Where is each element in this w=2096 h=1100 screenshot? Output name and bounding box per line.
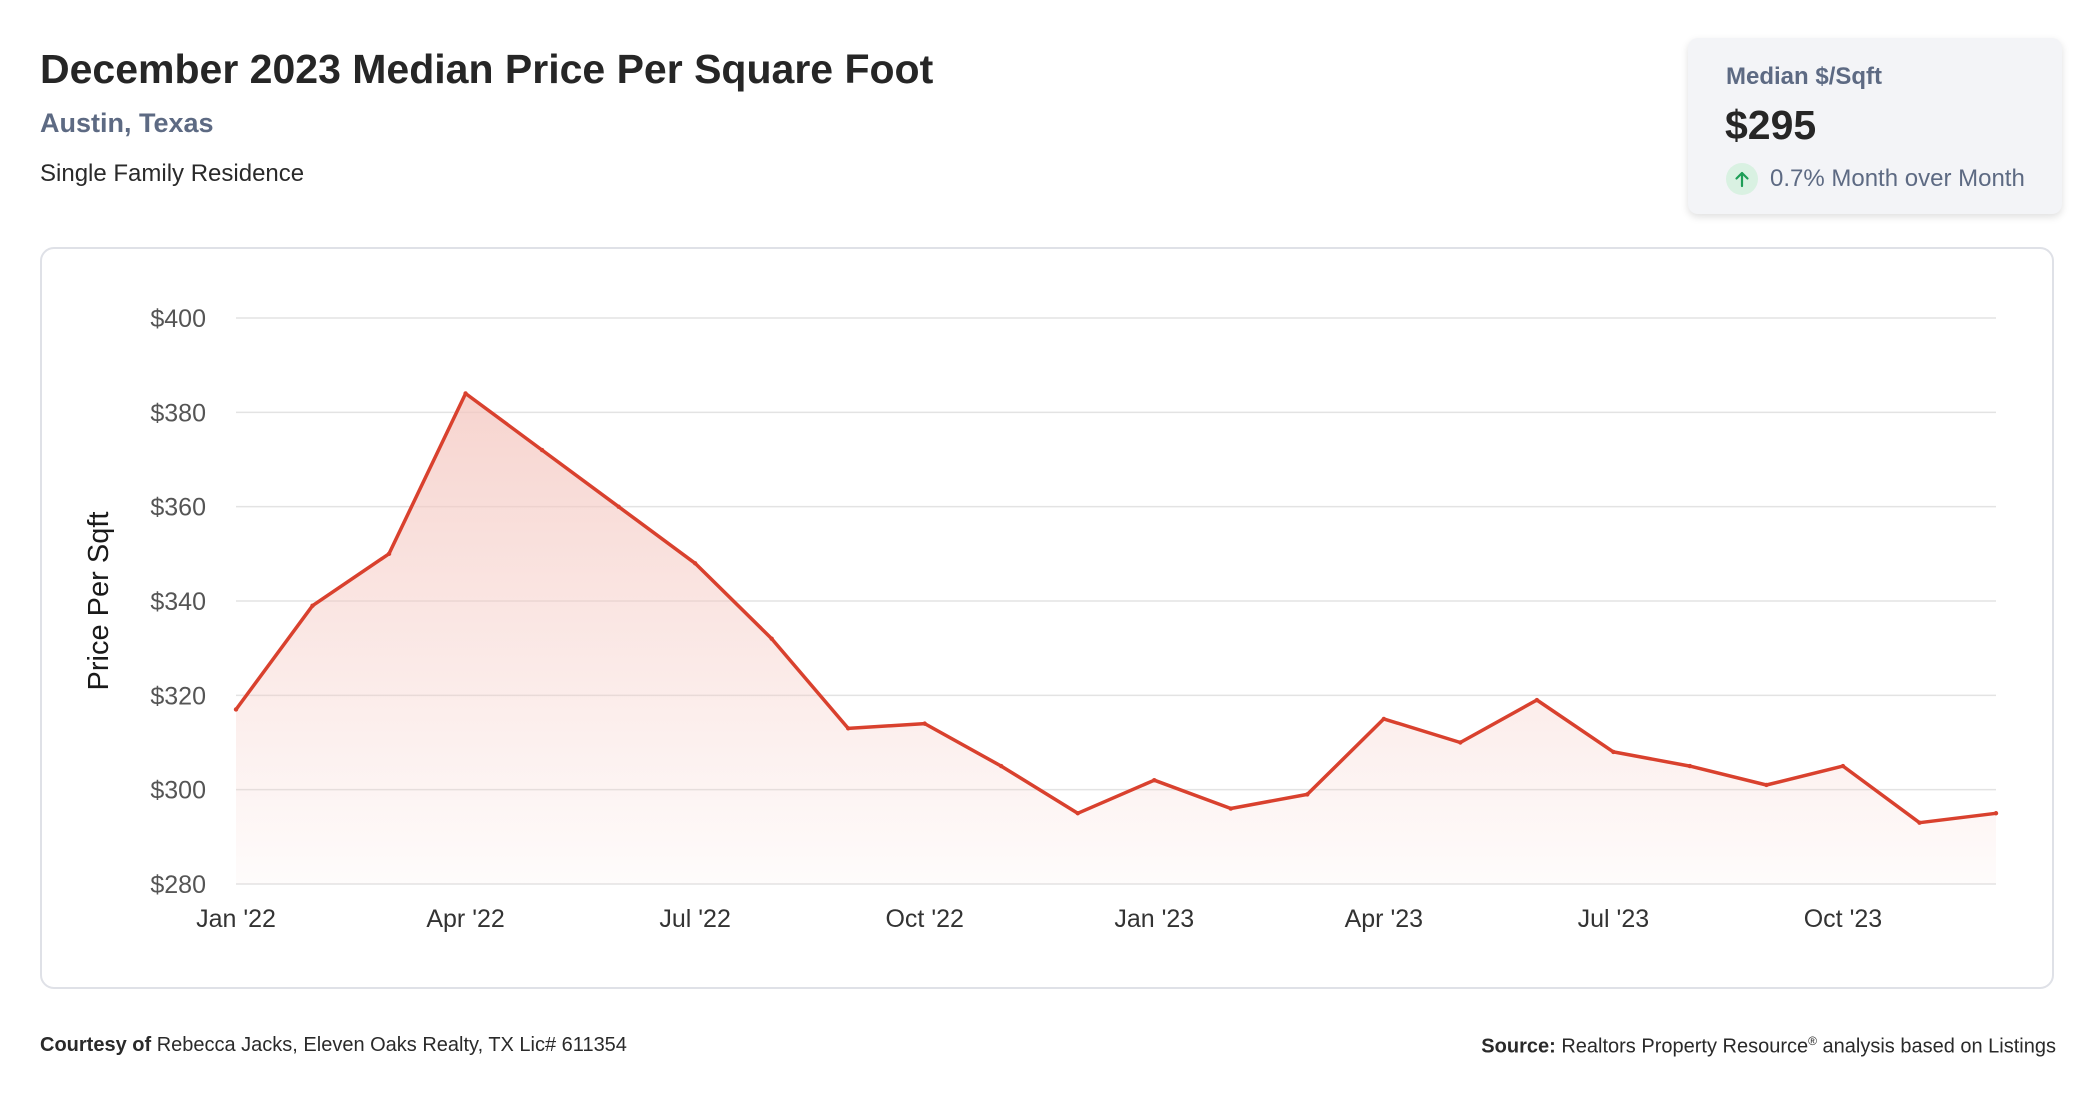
stat-change: 0.7% Month over Month <box>1726 162 2025 196</box>
source-footer: Source: Realtors Property Resource® anal… <box>1481 1034 2056 1059</box>
data-point <box>616 504 621 509</box>
median-stat-card: Median $/Sqft $295 0.7% Month over Month <box>1688 38 2062 214</box>
area-fill <box>236 393 1996 884</box>
source-suffix: analysis based on Listings <box>1822 1035 2056 1058</box>
data-point <box>1228 806 1233 811</box>
stat-label: Median $/Sqft <box>1726 63 1883 90</box>
data-point <box>310 603 315 608</box>
x-tick-label: Jan '23 <box>1114 905 1194 933</box>
y-tick-label: $380 <box>150 399 206 427</box>
y-tick-label: $360 <box>150 494 206 522</box>
courtesy-text: Rebecca Jacks, Eleven Oaks Realty, TX Li… <box>156 1034 627 1056</box>
x-tick-label: Oct '22 <box>885 905 963 933</box>
x-tick-label: Oct '23 <box>1804 905 1882 933</box>
data-point <box>769 636 774 641</box>
courtesy-label: Courtesy of <box>40 1034 152 1056</box>
x-tick-label: Jul '23 <box>1578 905 1649 933</box>
data-point <box>463 391 468 396</box>
data-point <box>999 763 1004 769</box>
source-label: Source: <box>1481 1035 1556 1058</box>
series-line <box>234 391 1998 825</box>
data-point <box>539 447 545 453</box>
data-point <box>1381 716 1387 722</box>
source-text: Realtors Property Resource <box>1561 1035 1809 1058</box>
x-tick-label: Apr '22 <box>426 905 504 933</box>
property-type-label: Single Family Residence <box>40 160 305 187</box>
data-point <box>233 707 239 712</box>
data-point <box>1764 782 1769 788</box>
data-point <box>845 726 851 731</box>
y-tick-label: $400 <box>150 305 206 333</box>
x-tick-label: Jul '22 <box>659 905 730 933</box>
y-tick-label: $320 <box>150 682 206 710</box>
data-point <box>1458 740 1463 745</box>
data-point <box>1611 749 1616 755</box>
x-tick-label: Jan '22 <box>196 905 276 933</box>
data-point <box>1152 778 1157 783</box>
data-point <box>1840 763 1846 769</box>
y-tick-label: $340 <box>150 588 206 616</box>
data-point <box>1917 820 1922 825</box>
source-registered-mark: ® <box>1808 1034 1817 1048</box>
data-point <box>1534 697 1540 703</box>
y-axis-label: Price Per Sqft <box>83 512 115 691</box>
x-tick-label: Apr '23 <box>1345 905 1423 933</box>
location-subtitle: Austin, Texas <box>40 108 214 138</box>
data-point <box>1993 811 1999 816</box>
stat-change-text: 0.7% Month over Month <box>1770 165 2025 192</box>
stat-value: $295 <box>1725 102 1817 148</box>
courtesy-footer: Courtesy of Rebecca Jacks, Eleven Oaks R… <box>40 1034 627 1057</box>
data-point <box>1687 763 1693 769</box>
y-tick-label: $300 <box>150 777 206 805</box>
chart-title: December 2023 Median Price Per Square Fo… <box>40 46 934 92</box>
data-point <box>1305 792 1310 797</box>
data-point <box>1075 811 1080 816</box>
data-point <box>922 721 927 726</box>
data-point <box>386 551 392 557</box>
data-point <box>692 561 698 566</box>
arrow-up-icon <box>1726 163 1758 195</box>
y-tick-label: $280 <box>150 871 206 899</box>
